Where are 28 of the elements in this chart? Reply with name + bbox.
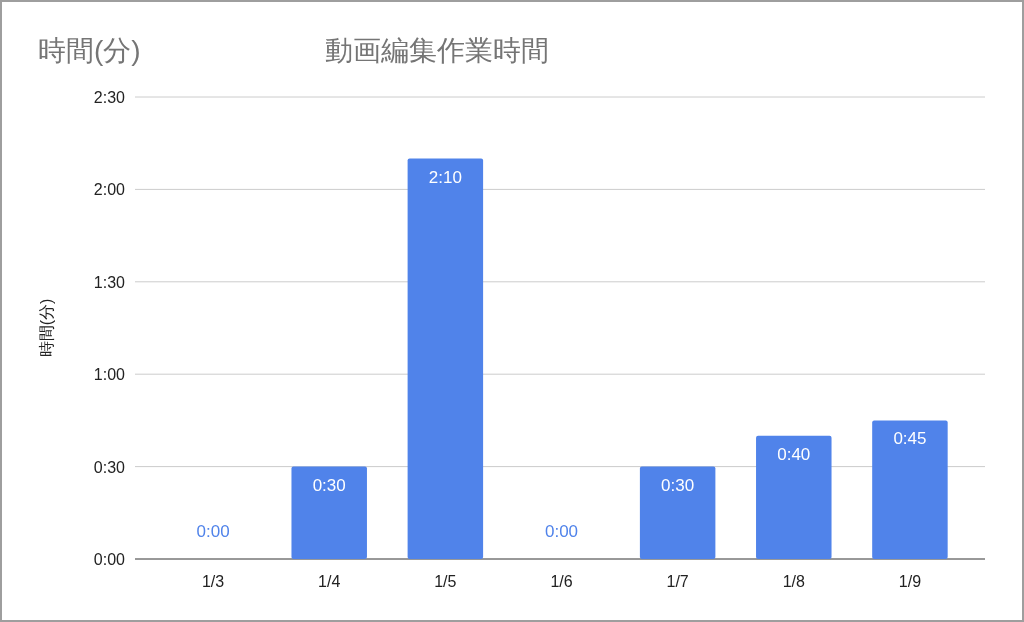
y-tick-label: 1:30 <box>93 273 126 291</box>
data-label: 0:40 <box>777 444 811 464</box>
bar <box>639 466 716 559</box>
bar <box>407 158 484 559</box>
y-tick-label: 0:30 <box>93 458 126 476</box>
data-label: 0:30 <box>312 475 346 495</box>
x-tick-label: 1/3 <box>201 573 225 590</box>
bar <box>756 435 832 559</box>
chart-title: 動画編集作業時間 <box>325 35 549 66</box>
y-tick-label: 0:00 <box>93 551 126 568</box>
bar <box>291 466 367 559</box>
y-axis-title: 時間(分) <box>38 298 55 358</box>
x-tick-label: 1/4 <box>318 573 341 590</box>
data-label: 0:45 <box>893 429 927 449</box>
y-tick-label: 2:00 <box>93 181 126 199</box>
data-label: 2:10 <box>428 167 462 187</box>
x-tick-label: 1/6 <box>550 573 573 590</box>
y-tick-label: 2:30 <box>93 89 126 106</box>
x-tick-label: 1/7 <box>666 573 689 590</box>
data-label: 0:30 <box>661 475 695 495</box>
x-tick-label: 1/9 <box>898 573 922 590</box>
x-tick-label: 1/8 <box>782 573 805 590</box>
y-tick-label: 1:00 <box>93 366 126 384</box>
text: 時間(分) <box>38 35 141 66</box>
data-label: 0:00 <box>544 522 579 541</box>
data-label: 0:00 <box>196 522 230 541</box>
bar <box>872 420 948 559</box>
x-tick-label: 1/5 <box>434 573 457 590</box>
